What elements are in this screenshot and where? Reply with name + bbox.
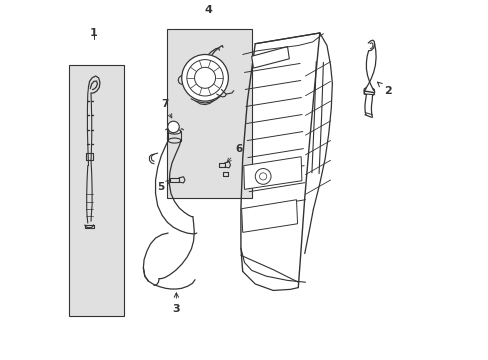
Text: 7: 7 [161, 99, 171, 118]
Text: 2: 2 [377, 82, 390, 96]
Text: 3: 3 [172, 293, 180, 314]
Text: 1: 1 [90, 28, 98, 38]
Bar [167, 30, 251, 198]
Text: 4: 4 [204, 5, 212, 15]
Text: 6: 6 [227, 144, 242, 162]
Circle shape [194, 67, 215, 88]
Circle shape [167, 121, 179, 133]
Text: 5: 5 [157, 180, 170, 192]
Polygon shape [241, 200, 297, 232]
Circle shape [182, 54, 228, 101]
Circle shape [255, 168, 270, 184]
Circle shape [186, 60, 223, 96]
Circle shape [259, 173, 266, 180]
Polygon shape [244, 157, 301, 189]
Polygon shape [251, 46, 289, 68]
Bar [69, 65, 124, 316]
